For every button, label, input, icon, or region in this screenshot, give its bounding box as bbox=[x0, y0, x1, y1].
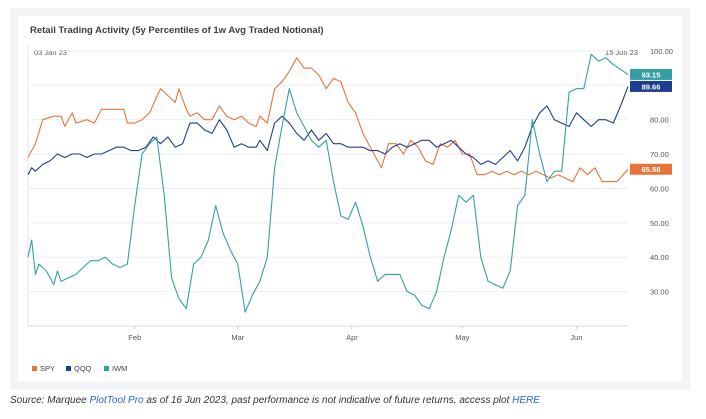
x-tick-label: Mar bbox=[231, 333, 244, 342]
x-tick-label: May bbox=[455, 333, 469, 342]
series-line-spy bbox=[27, 57, 629, 183]
legend-label-qqq: QQQ bbox=[74, 364, 92, 373]
last-value-label-spy: 65.58 bbox=[642, 165, 661, 174]
range-end-label: 15 Jun 23 bbox=[605, 48, 638, 57]
y-tick-label: 50.00 bbox=[650, 219, 669, 228]
legend-swatch-spy bbox=[32, 366, 37, 371]
x-tick-label: Jun bbox=[570, 333, 582, 342]
legend-swatch-qqq bbox=[66, 366, 71, 371]
chart-title: Retail Trading Activity (5y Percentiles … bbox=[30, 25, 324, 36]
chart-panel: Retail Trading Activity (5y Percentiles … bbox=[18, 16, 682, 382]
y-tick-label: 60.00 bbox=[650, 184, 669, 193]
x-tick-label: Feb bbox=[128, 333, 141, 342]
legend-swatch-iwm bbox=[104, 366, 109, 371]
last-value-badge-spy bbox=[630, 163, 672, 175]
last-value-label-iwm: 93.15 bbox=[642, 70, 661, 79]
source-caption: Source: Marquee PlotTool Pro as of 16 Ju… bbox=[10, 395, 540, 406]
y-tick-label: 70.00 bbox=[650, 150, 669, 159]
series-line-iwm bbox=[27, 53, 629, 313]
here-link[interactable]: HERE bbox=[512, 395, 540, 406]
caption-prefix: Source: Marquee bbox=[10, 395, 90, 406]
x-tick-label: Apr bbox=[346, 333, 358, 342]
range-start-label: 03 Jan 23 bbox=[34, 48, 67, 57]
y-tick-label: 80.00 bbox=[650, 116, 669, 125]
y-tick-label: 30.00 bbox=[650, 288, 669, 297]
y-tick-label: 40.00 bbox=[650, 253, 669, 262]
legend-label-iwm: IWM bbox=[112, 364, 127, 373]
last-value-badge-qqq bbox=[630, 80, 672, 92]
legend-label-spy: SPY bbox=[40, 364, 55, 373]
caption-middle: as of 16 Jun 2023, past performance is n… bbox=[143, 395, 513, 406]
last-value-label-qqq: 89.66 bbox=[642, 82, 661, 91]
last-value-badge-iwm bbox=[630, 68, 672, 80]
plottool-link[interactable]: PlotTool Pro bbox=[89, 395, 144, 406]
y-tick-label: 100.00 bbox=[650, 47, 673, 56]
series-line-qqq bbox=[27, 86, 629, 175]
